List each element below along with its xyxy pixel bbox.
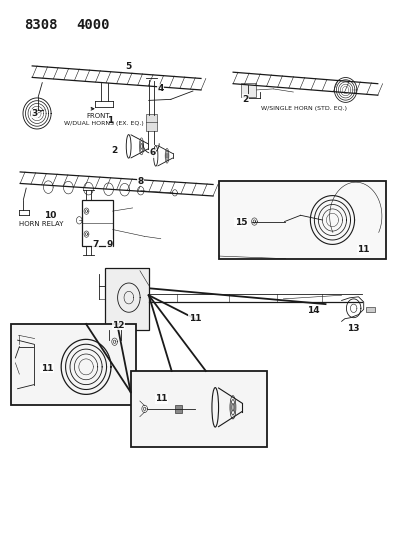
Bar [104, 268, 148, 330]
Text: 6: 6 [149, 148, 155, 157]
Text: 10: 10 [44, 211, 56, 220]
Bar [11, 324, 135, 405]
Text: 5: 5 [125, 62, 131, 71]
Text: 11: 11 [155, 394, 167, 403]
Bar [130, 371, 267, 447]
Text: 1: 1 [107, 116, 113, 125]
Bar [82, 200, 112, 246]
Text: 15: 15 [234, 217, 247, 227]
Text: 11: 11 [41, 364, 53, 373]
Text: FRONT: FRONT [86, 113, 110, 119]
Text: 8308: 8308 [24, 19, 58, 33]
Text: 4000: 4000 [76, 19, 110, 33]
Text: 13: 13 [346, 324, 358, 333]
Text: 14: 14 [306, 306, 319, 316]
Text: 2: 2 [111, 146, 117, 155]
Text: W/DUAL HORNS (EX. EQ.): W/DUAL HORNS (EX. EQ.) [63, 121, 143, 126]
Text: 2: 2 [241, 95, 248, 104]
Bar [175, 405, 181, 413]
Text: 9: 9 [106, 239, 112, 248]
Text: W/SINGLE HORN (STD. EQ.): W/SINGLE HORN (STD. EQ.) [261, 106, 346, 111]
Bar [240, 83, 256, 97]
Text: 11: 11 [357, 245, 369, 254]
Text: HORN RELAY: HORN RELAY [19, 221, 64, 227]
Text: 7: 7 [92, 239, 99, 248]
Text: 11: 11 [188, 314, 201, 323]
Bar [365, 306, 374, 312]
Bar [218, 181, 385, 259]
Text: 8: 8 [137, 177, 144, 186]
Bar [145, 114, 156, 131]
Text: 12: 12 [112, 321, 125, 330]
Text: 3: 3 [31, 109, 37, 118]
Text: 4: 4 [157, 84, 164, 93]
